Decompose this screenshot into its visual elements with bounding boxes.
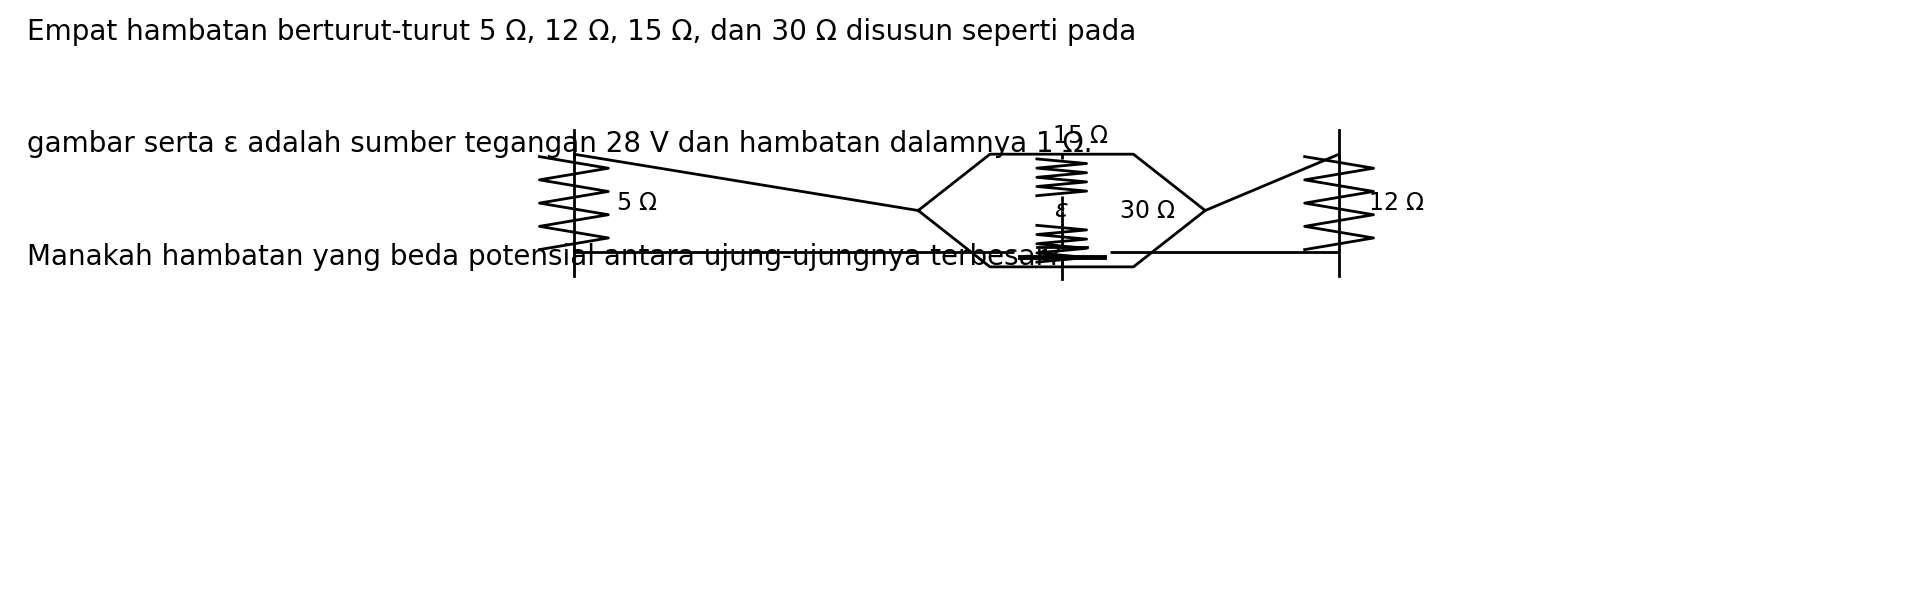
Text: Empat hambatan berturut-turut 5 Ω, 12 Ω, 15 Ω, dan 30 Ω disusun seperti pada: Empat hambatan berturut-turut 5 Ω, 12 Ω,… [27, 18, 1136, 46]
Text: Manakah hambatan yang beda potensial antara ujung-ujungnya terbesar?: Manakah hambatan yang beda potensial ant… [27, 243, 1062, 271]
Text: 12 $\Omega$: 12 $\Omega$ [1368, 191, 1425, 215]
Text: $\varepsilon$: $\varepsilon$ [1054, 198, 1069, 222]
Text: 5 $\Omega$: 5 $\Omega$ [616, 191, 658, 215]
Text: gambar serta ε adalah sumber tegangan 28 V dan hambatan dalamnya 1 Ω.: gambar serta ε adalah sumber tegangan 28… [27, 130, 1092, 158]
Text: 15 $\Omega$: 15 $\Omega$ [1052, 125, 1110, 148]
Text: 30 $\Omega$: 30 $\Omega$ [1119, 199, 1176, 222]
